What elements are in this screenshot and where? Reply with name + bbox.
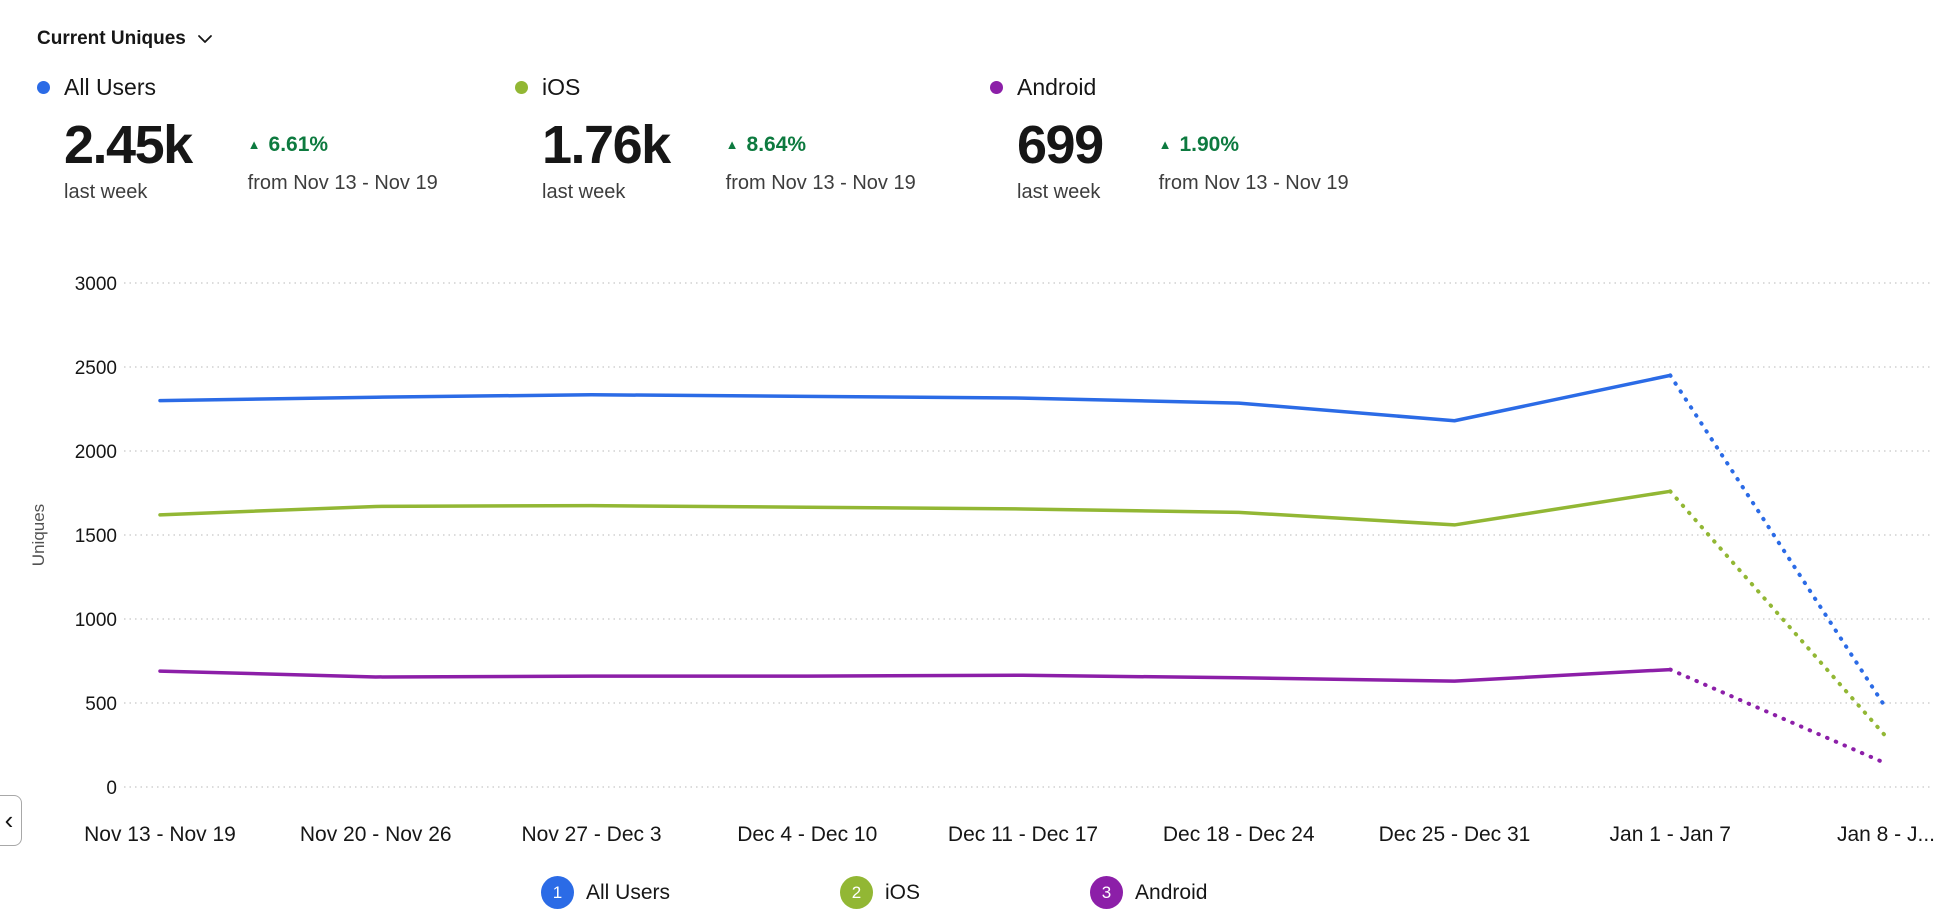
x-tick-label: Nov 20 - Nov 26 <box>300 823 452 846</box>
stat-change-percent: 6.61% <box>268 133 329 156</box>
series-line-android-projected-dotted[interactable] <box>1668 667 1888 766</box>
chevron-left-icon: ‹ <box>4 805 14 835</box>
stat-header: All Users <box>37 74 453 101</box>
y-tick-label: 3000 <box>75 274 117 295</box>
metric-selector-dropdown[interactable]: Current Uniques <box>37 28 213 50</box>
legend-item-all-users[interactable]: 1 All Users <box>541 876 670 909</box>
stat-compare-range: from Nov 13 - Nov 19 <box>1158 172 1349 194</box>
series-line-all-users-projected-dotted[interactable] <box>1668 373 1888 711</box>
scroll-left-button[interactable]: ‹ <box>0 795 22 846</box>
stat-value: 699 <box>1017 115 1104 175</box>
stat-card-all-users: All Users 2.45k last week ▲ 6.61% from N… <box>37 74 453 204</box>
legend-swatch-all-users: 1 <box>541 876 574 909</box>
trend-up-icon: ▲ <box>1158 136 1172 152</box>
x-tick-label: Nov 27 - Dec 3 <box>521 823 661 846</box>
trend-up-icon: ▲ <box>247 136 261 152</box>
x-tick-label: Dec 4 - Dec 10 <box>737 823 877 846</box>
stat-change-percent: 8.64% <box>746 133 807 156</box>
stat-card-ios: iOS 1.76k last week ▲ 8.64% from Nov 13 … <box>515 74 931 204</box>
trend-up-icon: ▲ <box>725 136 739 152</box>
y-tick-label: 2500 <box>75 358 117 379</box>
legend-item-android[interactable]: 3 Android <box>1090 876 1207 909</box>
y-tick-label: 1000 <box>75 610 117 631</box>
x-tick-label: Nov 13 - Nov 19 <box>84 823 236 846</box>
series-line-ios[interactable] <box>158 489 1672 527</box>
chevron-down-icon <box>197 34 213 44</box>
stat-name: iOS <box>542 74 581 100</box>
series-dot-android <box>990 81 1003 94</box>
x-tick-label: Jan 8 - J... <box>1837 823 1935 846</box>
stat-compare-range: from Nov 13 - Nov 19 <box>725 172 916 194</box>
legend-label: All Users <box>586 880 671 904</box>
y-tick-label: 1500 <box>75 526 117 547</box>
series-dot-ios <box>515 81 528 94</box>
stat-name: All Users <box>64 74 157 100</box>
y-tick-label: 0 <box>106 778 117 799</box>
x-tick-label: Dec 18 - Dec 24 <box>1163 823 1315 846</box>
x-tick-label: Jan 1 - Jan 7 <box>1610 823 1731 846</box>
stat-compare-range: from Nov 13 - Nov 19 <box>247 172 438 194</box>
legend-label: iOS <box>885 880 921 904</box>
metric-selector-label: Current Uniques <box>37 28 186 49</box>
stat-header: Android <box>990 74 1349 101</box>
series-line-ios-projected-dotted[interactable] <box>1668 489 1888 739</box>
y-tick-label: 500 <box>85 694 117 715</box>
y-axis-title: Uniques <box>29 504 48 566</box>
series-line-all-users[interactable] <box>158 373 1672 423</box>
legend-swatch-ios: 2 <box>840 876 874 909</box>
x-tick-label: Dec 25 - Dec 31 <box>1379 823 1531 846</box>
series-dot-all-users <box>37 81 50 94</box>
stat-period: last week <box>1017 180 1101 203</box>
stat-period: last week <box>64 180 148 203</box>
stat-name: Android <box>1017 74 1097 100</box>
y-tick-label: 2000 <box>75 442 117 463</box>
stat-value: 1.76k <box>542 115 671 175</box>
stat-period: last week <box>542 180 626 203</box>
x-tick-label: Dec 11 - Dec 17 <box>948 823 1098 846</box>
stat-change-percent: 1.90% <box>1179 133 1240 156</box>
stat-header: iOS <box>515 74 931 101</box>
stat-card-android: Android 699 last week ▲ 1.90% from Nov 1… <box>990 74 1349 204</box>
legend-swatch-android: 3 <box>1090 876 1124 909</box>
stat-value: 2.45k <box>64 115 193 175</box>
series-line-android[interactable] <box>158 667 1672 683</box>
legend-label: Android <box>1135 880 1208 904</box>
chart-legend: 1 All Users 2 iOS 3 Android <box>541 876 1207 909</box>
legend-item-ios[interactable]: 2 iOS <box>840 876 920 909</box>
